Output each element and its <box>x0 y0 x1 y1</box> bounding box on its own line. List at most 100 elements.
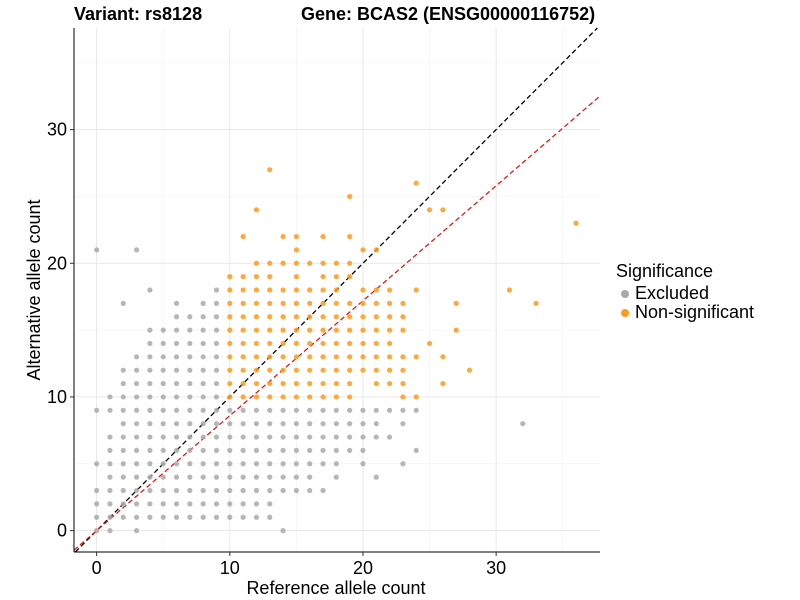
data-point-non-significant <box>347 380 353 387</box>
data-point-excluded <box>107 407 113 413</box>
data-point-excluded <box>160 514 166 520</box>
axes <box>70 28 600 556</box>
data-point-non-significant <box>253 354 260 360</box>
data-point-excluded <box>94 487 100 494</box>
data-point-non-significant <box>280 314 286 320</box>
data-point-non-significant <box>253 340 260 347</box>
data-point-excluded <box>320 487 326 494</box>
data-point-excluded <box>160 487 166 494</box>
data-point-non-significant <box>227 274 233 280</box>
data-point-non-significant <box>227 327 233 333</box>
data-point-excluded <box>240 434 246 440</box>
legend-key-excluded <box>621 289 629 298</box>
data-point-non-significant <box>307 354 313 360</box>
data-point-excluded <box>360 447 366 454</box>
data-point-excluded <box>107 514 113 520</box>
data-point-excluded <box>173 314 180 320</box>
data-point-excluded <box>133 394 140 400</box>
data-point-excluded <box>173 501 180 507</box>
data-point-excluded <box>520 421 526 427</box>
data-point-non-significant <box>333 340 339 347</box>
data-point-excluded <box>333 474 339 480</box>
data-point-excluded <box>240 514 246 520</box>
data-point-excluded <box>307 474 313 480</box>
data-point-non-significant <box>280 260 286 266</box>
data-point-non-significant <box>280 340 286 347</box>
data-point-non-significant <box>267 300 273 306</box>
data-point-excluded <box>187 314 193 320</box>
data-point-excluded <box>333 434 339 440</box>
data-point-excluded <box>280 474 286 480</box>
data-point-excluded <box>173 421 180 427</box>
data-point-excluded <box>107 434 113 440</box>
data-point-non-significant <box>253 367 260 373</box>
data-point-excluded <box>187 354 193 360</box>
data-point-non-significant <box>267 394 273 400</box>
data-point-excluded <box>213 314 220 320</box>
data-point-excluded <box>147 447 153 454</box>
data-point-non-significant <box>280 380 286 387</box>
data-point-non-significant <box>320 287 326 293</box>
data-point-non-significant <box>267 167 273 173</box>
data-point-excluded <box>107 501 113 507</box>
data-point-excluded <box>94 514 100 520</box>
data-point-excluded <box>293 407 299 413</box>
data-point-non-significant <box>267 314 273 320</box>
data-point-non-significant <box>307 394 313 400</box>
data-point-excluded <box>133 380 140 387</box>
data-point-non-significant <box>347 274 353 280</box>
data-point-excluded <box>293 461 299 467</box>
data-point-excluded <box>160 461 166 467</box>
data-point-excluded <box>213 407 220 413</box>
data-point-excluded <box>147 367 153 373</box>
data-point-excluded <box>187 407 193 413</box>
data-point-excluded <box>133 354 140 360</box>
data-point-excluded <box>293 487 299 494</box>
data-point-non-significant <box>373 380 379 387</box>
data-point-excluded <box>227 487 233 494</box>
data-point-non-significant <box>293 300 299 306</box>
data-point-non-significant <box>240 300 246 306</box>
data-point-non-significant <box>293 340 299 347</box>
data-point-excluded <box>253 514 260 520</box>
data-point-non-significant <box>240 367 246 373</box>
data-point-non-significant <box>440 380 446 387</box>
data-point-excluded <box>213 367 220 373</box>
data-point-excluded <box>307 447 313 454</box>
data-point-non-significant <box>347 327 353 333</box>
data-point-non-significant <box>267 380 273 387</box>
data-point-excluded <box>147 461 153 467</box>
data-point-non-significant <box>347 340 353 347</box>
data-point-non-significant <box>240 340 246 347</box>
x-axis-label: Reference allele count <box>246 578 425 598</box>
data-point-non-significant <box>333 274 339 280</box>
data-point-non-significant <box>227 367 233 373</box>
data-point-excluded <box>107 528 113 534</box>
data-point-non-significant <box>360 354 366 360</box>
data-point-non-significant <box>333 394 339 400</box>
data-point-excluded <box>187 434 193 440</box>
data-point-excluded <box>320 447 326 454</box>
data-point-non-significant <box>280 327 286 333</box>
data-point-excluded <box>107 447 113 454</box>
y-tick-label: 20 <box>47 253 67 273</box>
data-point-excluded <box>227 407 233 413</box>
data-point-excluded <box>133 434 140 440</box>
data-point-excluded <box>213 380 220 387</box>
data-point-excluded <box>213 394 220 400</box>
data-point-excluded <box>227 474 233 480</box>
data-point-non-significant <box>320 327 326 333</box>
data-point-excluded <box>187 394 193 400</box>
data-point-excluded <box>267 421 273 427</box>
legend-label-non-significant: Non-significant <box>635 302 755 322</box>
data-point-excluded <box>200 447 206 454</box>
data-point-excluded <box>160 340 166 347</box>
data-point-excluded <box>253 501 260 507</box>
data-point-excluded <box>413 447 419 454</box>
data-point-excluded <box>173 354 180 360</box>
data-point-excluded <box>160 474 166 480</box>
data-point-excluded <box>160 354 166 360</box>
data-point-non-significant <box>373 327 379 333</box>
data-point-excluded <box>107 461 113 467</box>
data-point-non-significant <box>347 394 353 400</box>
